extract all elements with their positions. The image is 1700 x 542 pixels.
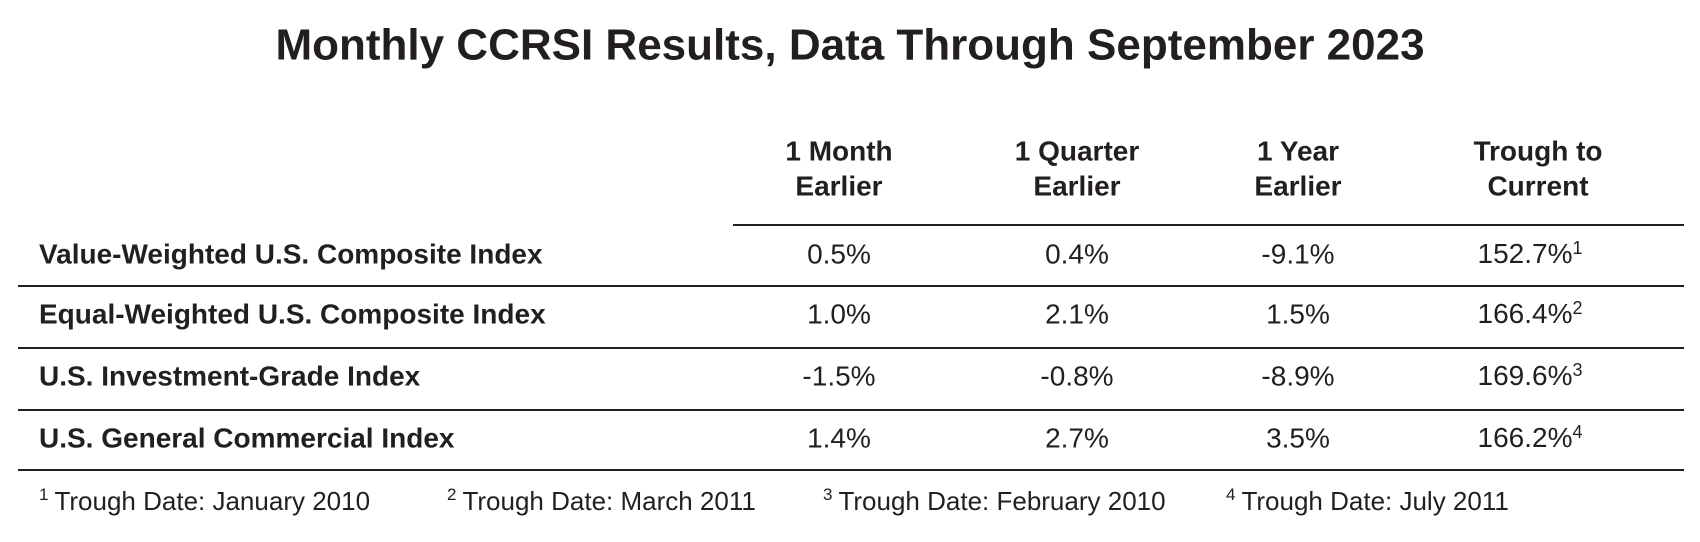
cell: 166.2%4 xyxy=(1478,422,1583,454)
cell: 3.5% xyxy=(1266,422,1330,453)
footnote-mark: 3 xyxy=(823,485,832,504)
footnote-mark: 1 xyxy=(39,485,48,504)
footnote-text: Trough Date: January 2010 xyxy=(54,486,370,516)
column-header: 1 Quarter xyxy=(1015,135,1140,166)
footnote-text: Trough Date: July 2011 xyxy=(1241,486,1508,516)
cell: 0.4% xyxy=(1045,238,1109,269)
cell: 169.6%3 xyxy=(1478,360,1583,392)
column-header: 1 Year xyxy=(1257,135,1339,166)
footnote-ref: 3 xyxy=(1572,360,1582,380)
footnote-text: Trough Date: March 2011 xyxy=(462,486,755,516)
cell: 1.0% xyxy=(807,298,871,329)
column-header: Earlier xyxy=(1033,170,1120,201)
cell: -8.9% xyxy=(1261,360,1334,391)
column-header: Earlier xyxy=(1254,170,1341,201)
cell: 2.1% xyxy=(1045,298,1109,329)
cell: -9.1% xyxy=(1261,238,1334,269)
footnote-mark: 4 xyxy=(1226,485,1235,504)
row-label: U.S. Investment-Grade Index xyxy=(39,360,421,391)
footnote-mark: 2 xyxy=(447,485,456,504)
footnote-ref: 4 xyxy=(1572,422,1582,442)
cell-value: 152.7% xyxy=(1478,238,1573,269)
row-label: Equal-Weighted U.S. Composite Index xyxy=(39,298,546,329)
cell: 1.4% xyxy=(807,422,871,453)
cell: 0.5% xyxy=(807,238,871,269)
cell: -0.8% xyxy=(1040,360,1113,391)
row-label: U.S. General Commercial Index xyxy=(39,422,455,453)
cell: -1.5% xyxy=(802,360,875,391)
cell-value: 166.2% xyxy=(1478,422,1573,453)
cell: 2.7% xyxy=(1045,422,1109,453)
column-header: Trough to xyxy=(1473,135,1602,166)
footnote-ref: 2 xyxy=(1572,298,1582,318)
cell: 1.5% xyxy=(1266,298,1330,329)
column-header: 1 Month xyxy=(785,135,892,166)
footnote-text: Trough Date: February 2010 xyxy=(838,486,1165,516)
footnote: 4 Trough Date: July 2011 xyxy=(1226,485,1509,515)
row-label: Value-Weighted U.S. Composite Index xyxy=(39,238,543,269)
footnote: 3 Trough Date: February 2010 xyxy=(823,485,1166,515)
cell: 166.4%2 xyxy=(1478,298,1583,330)
title: Monthly CCRSI Results, Data Through Sept… xyxy=(275,21,1424,70)
column-header: Earlier xyxy=(795,170,882,201)
cell-value: 169.6% xyxy=(1478,360,1573,391)
cell-value: 166.4% xyxy=(1478,298,1573,329)
cell: 152.7%1 xyxy=(1478,238,1583,270)
footnote-ref: 1 xyxy=(1572,238,1582,258)
footnote: 1 Trough Date: January 2010 xyxy=(39,485,370,515)
column-header: Current xyxy=(1487,170,1588,201)
footnote: 2 Trough Date: March 2011 xyxy=(447,485,756,515)
